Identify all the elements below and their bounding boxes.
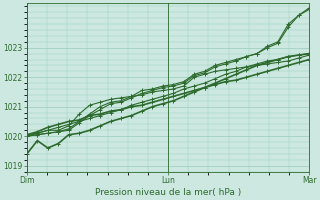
X-axis label: Pression niveau de la mer( hPa ): Pression niveau de la mer( hPa ) (95, 188, 241, 197)
